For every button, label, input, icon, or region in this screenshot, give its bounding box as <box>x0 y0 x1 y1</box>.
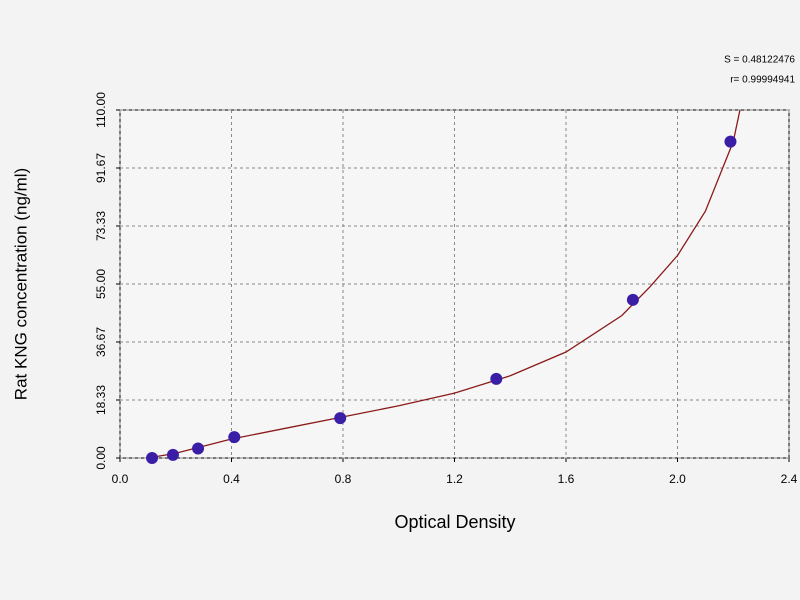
data-point <box>166 448 179 461</box>
y-tick-label: 36.67 <box>94 327 108 357</box>
data-point <box>334 412 347 425</box>
y-tick-label: 91.67 <box>94 153 108 183</box>
x-tick-label: 0.8 <box>335 472 352 486</box>
y-tick-label: 18.33 <box>94 385 108 415</box>
y-axis-title: Rat KNG concentration (ng/ml) <box>11 168 30 400</box>
x-tick-label: 0.4 <box>223 472 240 486</box>
data-point <box>192 442 205 455</box>
annotation: S = 0.48122476 <box>724 55 795 66</box>
y-tick-label: 73.33 <box>94 211 108 241</box>
data-point <box>724 135 737 148</box>
x-tick-label: 0.0 <box>112 472 129 486</box>
fit-curve <box>147 109 741 459</box>
y-tick-label: 55.00 <box>94 269 108 299</box>
annotation: r= 0.99994941 <box>730 75 795 86</box>
x-tick-label: 1.6 <box>558 472 575 486</box>
data-point <box>626 293 639 306</box>
data-point <box>146 452 159 464</box>
y-tick-label: 0.00 <box>94 446 108 470</box>
y-tick-label: 110.00 <box>94 92 108 128</box>
x-tick-label: 2.4 <box>781 472 798 486</box>
data-point <box>228 431 241 444</box>
x-axis-title: Optical Density <box>394 512 515 532</box>
x-tick-label: 2.0 <box>669 472 686 486</box>
x-tick-label: 1.2 <box>446 472 463 486</box>
data-point <box>490 372 503 385</box>
